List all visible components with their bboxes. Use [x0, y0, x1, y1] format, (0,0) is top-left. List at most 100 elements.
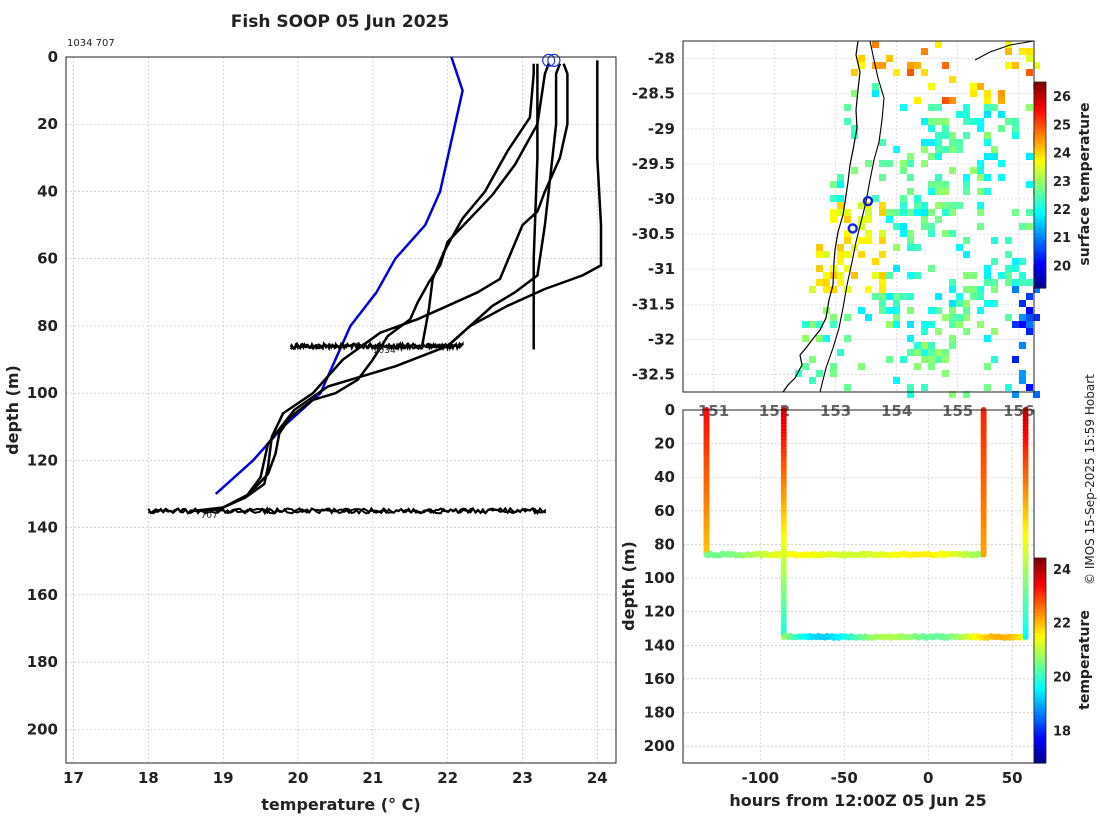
sst-cell — [949, 139, 956, 146]
sst-cell — [886, 272, 893, 279]
colorbar-segment — [1034, 263, 1046, 268]
colorbar-segment — [1034, 284, 1046, 289]
sst-cell — [963, 174, 970, 181]
sst-cell — [809, 286, 816, 293]
colorbar-segment — [1034, 718, 1046, 723]
sst-cell — [830, 209, 837, 216]
colorbar-segment — [1034, 715, 1046, 720]
sst-cell — [1005, 251, 1012, 258]
sst-cell — [844, 216, 851, 223]
x-tick-label: 21 — [362, 769, 383, 787]
colorbar-segment — [1034, 619, 1046, 624]
colorbar-segment — [1034, 674, 1046, 679]
y-tick-label: 160 — [27, 586, 58, 604]
sst-cell — [823, 286, 830, 293]
drift-band-label: 1034 — [373, 346, 396, 356]
sst-cell — [942, 132, 949, 139]
colorbar-segment — [1034, 250, 1046, 255]
sst-cell — [956, 300, 963, 307]
sst-cell — [823, 335, 830, 342]
sst-cell — [907, 293, 914, 300]
sst-cell — [907, 62, 914, 69]
sst-cell — [886, 356, 893, 363]
sst-cell — [956, 321, 963, 328]
td-y-tick-label: 200 — [644, 737, 675, 755]
sst-cell — [907, 244, 914, 251]
time-depth-axis-ticks: -100 -50 0 50 0 20 40 60 80 100 120 140 160 180 200 — [644, 401, 1023, 787]
sst-cell — [907, 174, 914, 181]
sst-cell — [879, 286, 886, 293]
sst-cell — [907, 209, 914, 216]
sst-cell — [928, 265, 935, 272]
sst-cell — [816, 321, 823, 328]
sst-cell — [865, 230, 872, 237]
sst-cell — [893, 244, 900, 251]
sst-cell — [928, 125, 935, 132]
sst-cell — [844, 209, 851, 216]
sst-cell — [837, 258, 844, 265]
sst-cell — [949, 230, 956, 237]
sst-cell — [928, 356, 935, 363]
sst-cell — [942, 118, 949, 125]
colorbar-segment — [1034, 599, 1046, 604]
td-y-tick-label: 180 — [644, 704, 675, 722]
sst-cell — [893, 300, 900, 307]
line-profile-6 — [446, 60, 603, 348]
sst-cell — [851, 272, 858, 279]
sst-map-chart: 151 152 153 154 155 156-28-28.5-29-29.5-30-30… — [632, 40, 1093, 420]
sst-cell — [851, 132, 858, 139]
sst-cell — [914, 272, 921, 279]
sst-cell — [1012, 118, 1019, 125]
sst-cell — [907, 160, 914, 167]
sst-cell — [886, 293, 893, 300]
sst-cell — [872, 90, 879, 97]
sst-cell — [1026, 384, 1033, 391]
sst-cell — [928, 349, 935, 356]
sst-cell — [1005, 41, 1012, 48]
sst-cell — [858, 202, 865, 209]
sst-cell — [977, 160, 984, 167]
colorbar-segment — [1034, 749, 1046, 754]
colorbar-segment — [1034, 739, 1046, 744]
sst-cell — [963, 118, 970, 125]
sst-cell — [914, 202, 921, 209]
deployment-707 — [847, 223, 858, 234]
sst-cell — [830, 363, 837, 370]
sst-cell — [816, 251, 823, 258]
colorbar-segment — [1034, 126, 1046, 131]
sst-cell — [1026, 55, 1033, 62]
sst-cell — [942, 349, 949, 356]
colorbar-segment — [1034, 88, 1046, 93]
sst-cell — [830, 216, 837, 223]
sst-cell — [984, 153, 991, 160]
colorbar-segment — [1034, 202, 1046, 207]
sst-cell — [830, 286, 837, 293]
surface-circle-1 — [542, 53, 556, 67]
sst-cell — [914, 62, 921, 69]
sst-cell — [991, 328, 998, 335]
surface-circle-2 — [547, 53, 561, 67]
sst-cell — [858, 237, 865, 244]
sst-cell — [823, 272, 830, 279]
time-depth-xlabel: hours from 12:00Z 05 Jun 25 — [729, 791, 986, 810]
sst-cell — [949, 209, 956, 216]
sst-cell — [837, 272, 844, 279]
sst-cell — [858, 55, 865, 62]
sst-cell — [886, 307, 893, 314]
sst-cell — [977, 209, 984, 216]
temperature-colorbar: 18 20 22 24 — [1033, 557, 1071, 764]
sst-cell — [1019, 258, 1026, 265]
sst-cell — [963, 104, 970, 111]
sst-cell — [914, 349, 921, 356]
sst-cell — [977, 286, 984, 293]
sst-cell — [935, 174, 942, 181]
sst-cell — [844, 265, 851, 272]
sst-cell — [816, 265, 823, 272]
sst-cell — [963, 132, 970, 139]
sst-cell — [837, 251, 844, 258]
sst-cell — [949, 132, 956, 139]
line-profile-3 — [193, 63, 550, 513]
sst-cell — [963, 251, 970, 258]
sst-cell — [914, 97, 921, 104]
